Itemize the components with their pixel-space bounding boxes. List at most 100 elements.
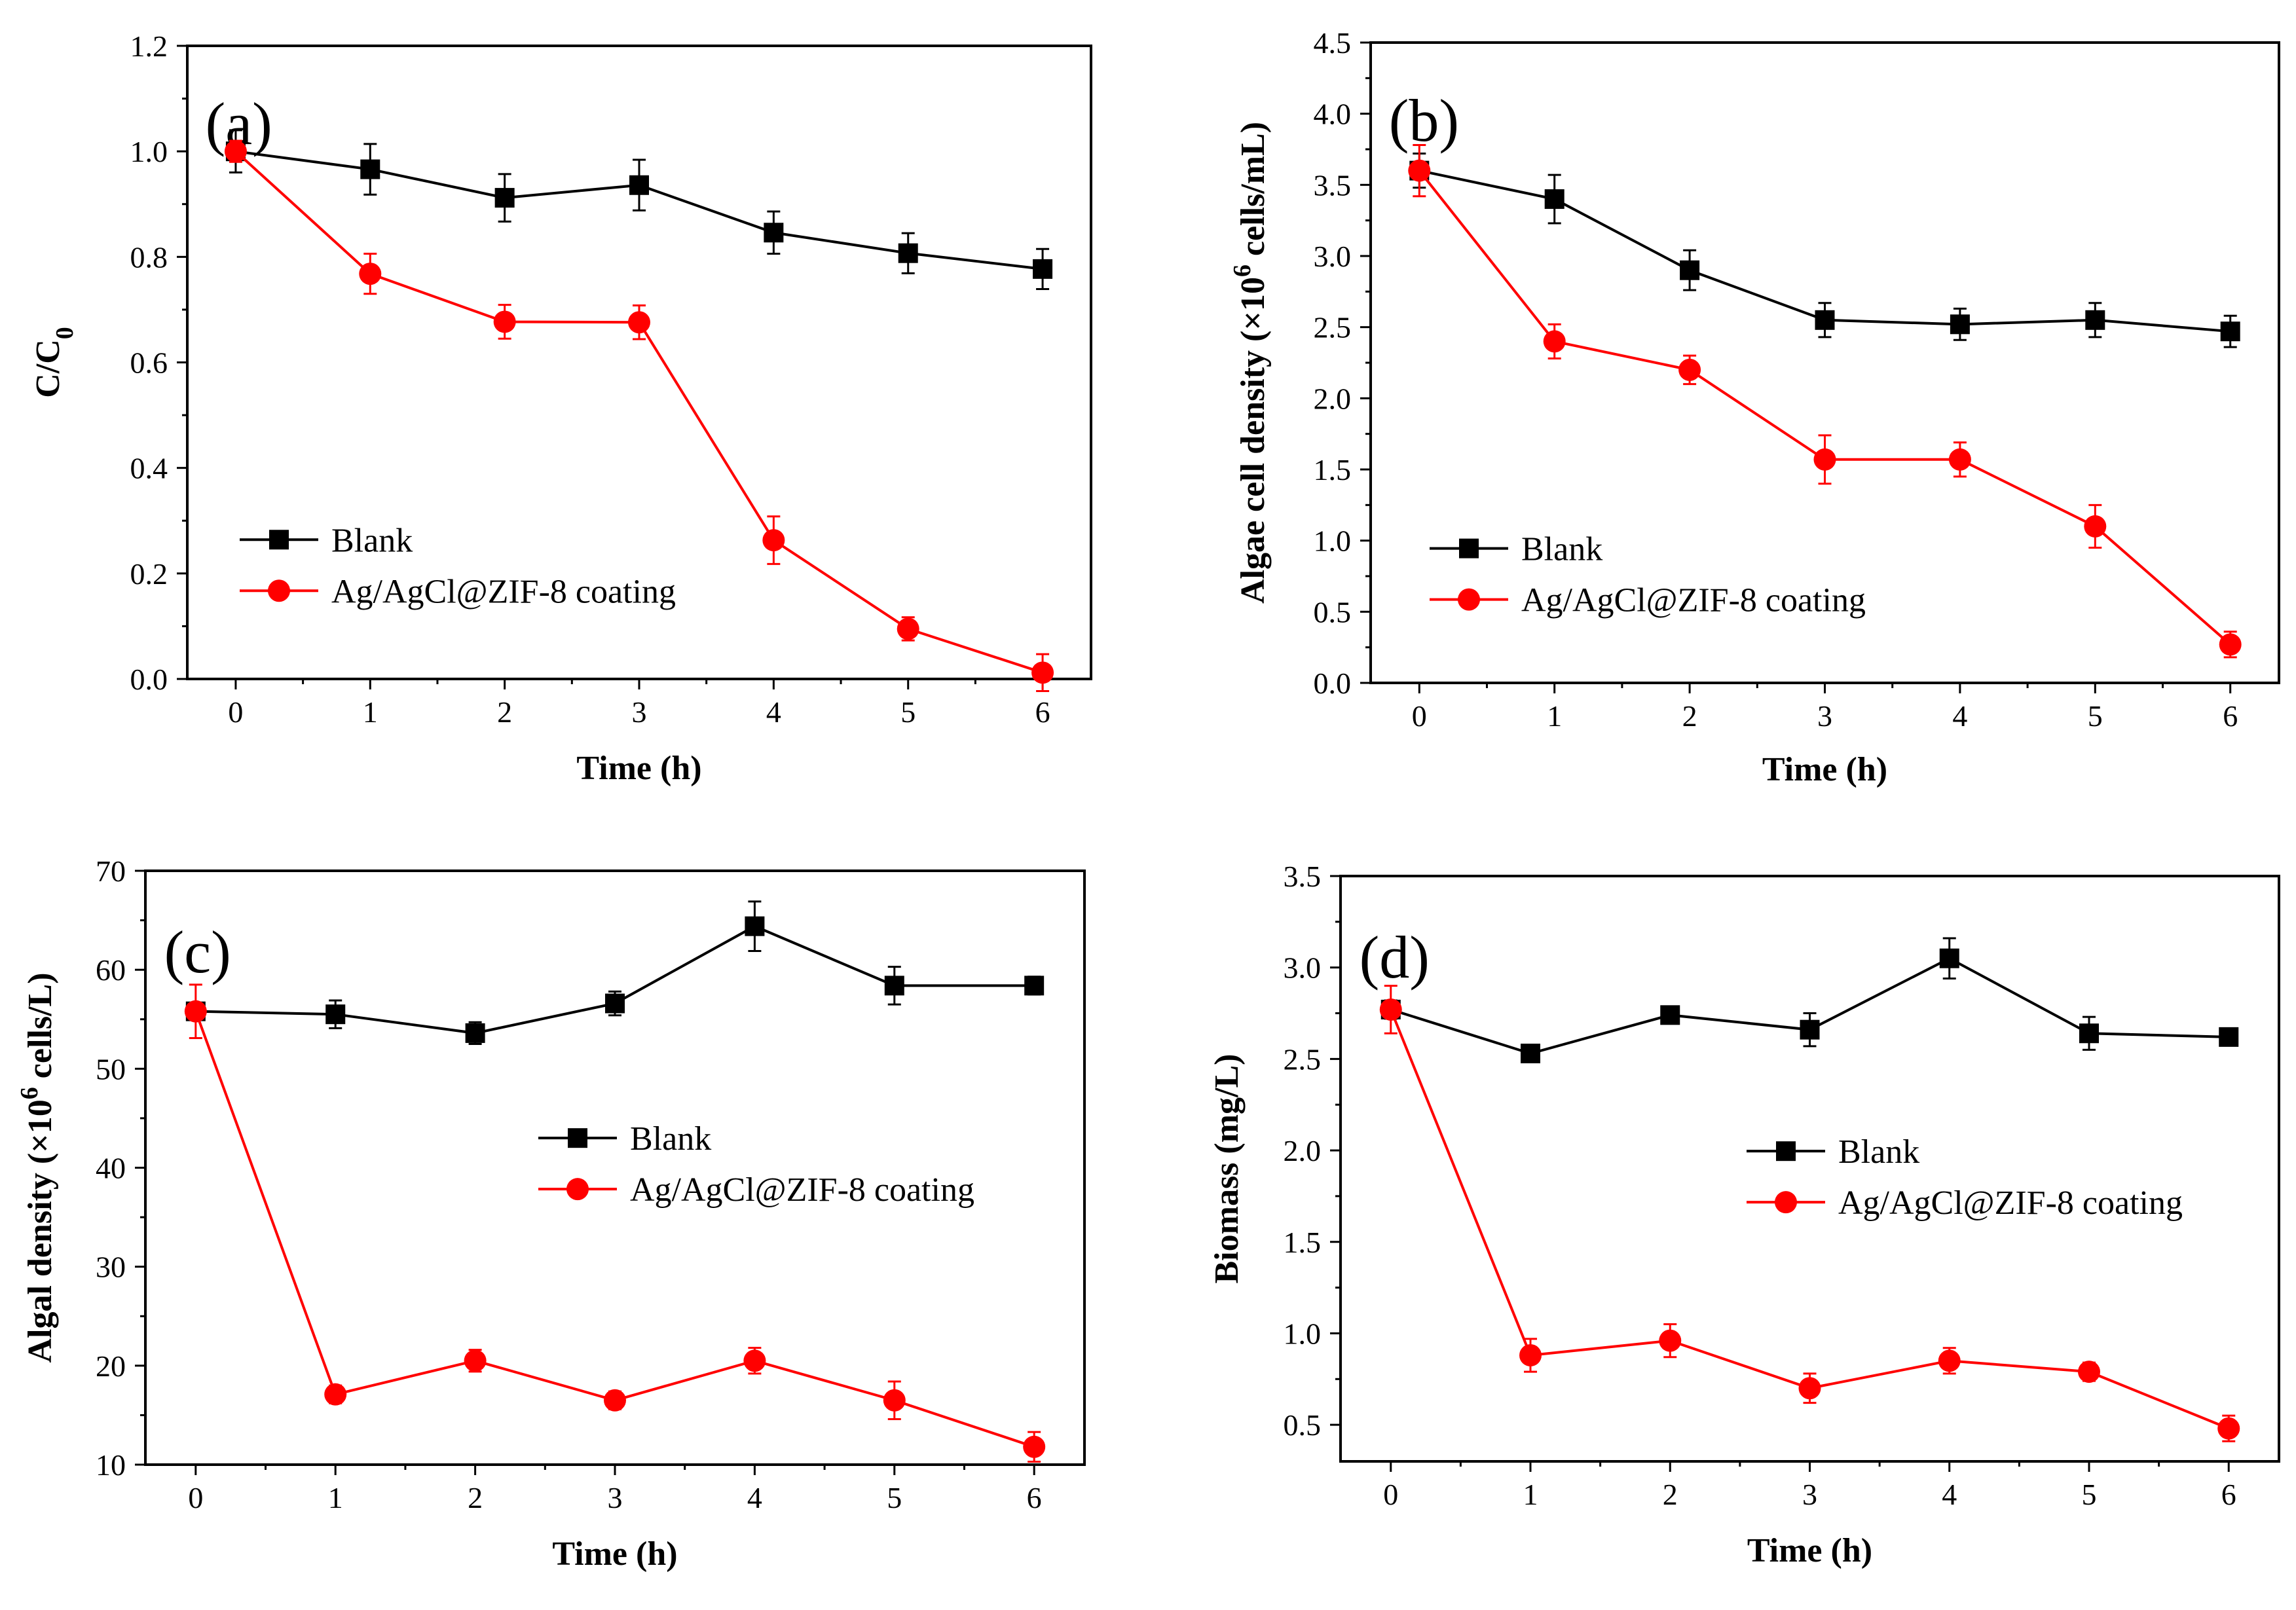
x-tick-label: 4	[1952, 699, 1967, 733]
data-point	[605, 993, 625, 1014]
data-point	[2084, 515, 2107, 538]
data-point	[1660, 1005, 1680, 1025]
legend-label: Ag/AgCl@ZIF-8 coating	[1838, 1184, 2183, 1222]
x-tick-label: 0	[228, 695, 243, 729]
data-point	[745, 916, 765, 936]
data-point	[884, 976, 904, 996]
y-tick-label: 3.0	[1314, 240, 1352, 273]
x-tick-label: 5	[2088, 699, 2103, 733]
legend-marker	[1459, 538, 1479, 558]
series-blank	[1380, 937, 2239, 1063]
legend: Blank Ag/AgCl@ZIF-8 coating	[1430, 531, 1866, 619]
data-point	[1680, 260, 1700, 280]
legend: Blank Ag/AgCl@ZIF-8 coating	[240, 522, 676, 610]
y-tick-label: 50	[96, 1052, 126, 1086]
data-point	[628, 311, 650, 334]
legend-marker	[268, 579, 290, 602]
x-tick-label: 2	[468, 1481, 483, 1514]
data-point	[2085, 310, 2105, 330]
y-tick-label: 2.5	[1284, 1042, 1322, 1076]
data-point	[2219, 1027, 2239, 1047]
data-point	[898, 243, 918, 263]
x-tick-label: 2	[497, 695, 512, 729]
legend-label: Blank	[630, 1120, 711, 1158]
data-point	[2217, 1417, 2240, 1440]
y-tick-label: 1.5	[1314, 453, 1352, 486]
y-axis-title-superscript: 6	[16, 1087, 43, 1099]
data-point	[1938, 1349, 1961, 1372]
legend-label: Blank	[1521, 531, 1602, 568]
x-tick-label: 1	[1547, 699, 1562, 733]
x-axis-title: Time (h)	[1747, 1532, 1872, 1569]
data-point	[493, 310, 516, 333]
y-axis-title-text: Algal density (×10	[22, 1099, 59, 1363]
legend-label: Ag/AgCl@ZIF-8 coating	[331, 573, 676, 610]
legend-label: Ag/AgCl@ZIF-8 coating	[1521, 582, 1866, 619]
x-tick-label: 1	[328, 1481, 343, 1514]
y-axis-title-text: Algae cell density (×10	[1234, 277, 1272, 604]
y-tick-label: 0.2	[130, 557, 168, 591]
y-tick-label: 4.0	[1314, 98, 1352, 131]
x-tick-label: 2	[1682, 699, 1697, 733]
y-axis-title: Algal density (×106 cells/L)	[16, 972, 59, 1363]
y-tick-label: 1.2	[130, 29, 168, 63]
data-point	[1813, 448, 1836, 471]
x-axis-title: Time (h)	[552, 1535, 677, 1573]
panel-label: (b)	[1389, 87, 1459, 154]
y-tick-label: 0.5	[1314, 595, 1352, 629]
data-point	[1815, 310, 1835, 330]
y-tick-label: 30	[96, 1251, 126, 1284]
x-tick-label: 0	[188, 1481, 203, 1514]
y-tick-label: 0.4	[130, 452, 168, 485]
y-axis-title-subscript: 0	[51, 327, 79, 339]
data-point	[1659, 1329, 1682, 1352]
data-point	[325, 1004, 346, 1025]
panel-label: (c)	[164, 919, 231, 985]
x-tick-label: 6	[2223, 699, 2238, 733]
legend-marker	[269, 530, 289, 550]
data-point	[465, 1023, 485, 1043]
data-point	[762, 529, 785, 552]
y-tick-label: 0.0	[130, 663, 168, 696]
data-point	[1521, 1043, 1541, 1063]
data-point	[494, 188, 515, 208]
x-tick-label: 4	[1942, 1478, 1957, 1511]
y-tick-label: 40	[96, 1152, 126, 1185]
y-tick-label: 0.0	[1314, 667, 1352, 700]
x-tick-label: 1	[363, 695, 378, 729]
legend: Blank Ag/AgCl@ZIF-8 coating	[1747, 1133, 2183, 1222]
series-coating	[1379, 985, 2240, 1442]
data-point	[1023, 1435, 1046, 1458]
data-point	[604, 1389, 626, 1412]
y-tick-label: 70	[96, 854, 126, 888]
data-point	[1678, 358, 1701, 381]
data-point	[184, 1000, 207, 1023]
data-point	[883, 1389, 906, 1412]
series-coating	[224, 139, 1054, 693]
y-tick-label: 0.8	[130, 240, 168, 274]
data-point	[1408, 159, 1431, 182]
y-axis-title: C/C0	[29, 327, 79, 398]
data-point	[1948, 448, 1971, 471]
data-point	[2079, 1023, 2099, 1044]
x-tick-label: 1	[1523, 1478, 1538, 1511]
y-tick-label: 2.0	[1314, 382, 1352, 415]
y-axis-title-tail: cells/L)	[22, 972, 59, 1087]
y-tick-label: 1.0	[1314, 524, 1352, 558]
chart-panel-d: 0 1 2 3 4 5 6 0.5 1.0 1.5 2.0 2.5 3.0 3.5 Time (h) Biom…	[1208, 860, 2280, 1569]
data-point	[1800, 1019, 1820, 1040]
y-tick-label: 0.6	[130, 346, 168, 380]
data-point	[629, 175, 649, 195]
x-tick-label: 5	[2081, 1478, 2096, 1511]
x-tick-label: 5	[900, 695, 916, 729]
data-point	[1031, 661, 1054, 684]
data-point	[1950, 314, 1970, 335]
x-tick-label: 3	[608, 1481, 623, 1514]
x-tick-label: 6	[1027, 1481, 1042, 1514]
x-axis-title: Time (h)	[1762, 751, 1887, 788]
y-tick-label: 60	[96, 953, 126, 987]
data-point	[2077, 1361, 2100, 1383]
data-point	[360, 159, 380, 179]
